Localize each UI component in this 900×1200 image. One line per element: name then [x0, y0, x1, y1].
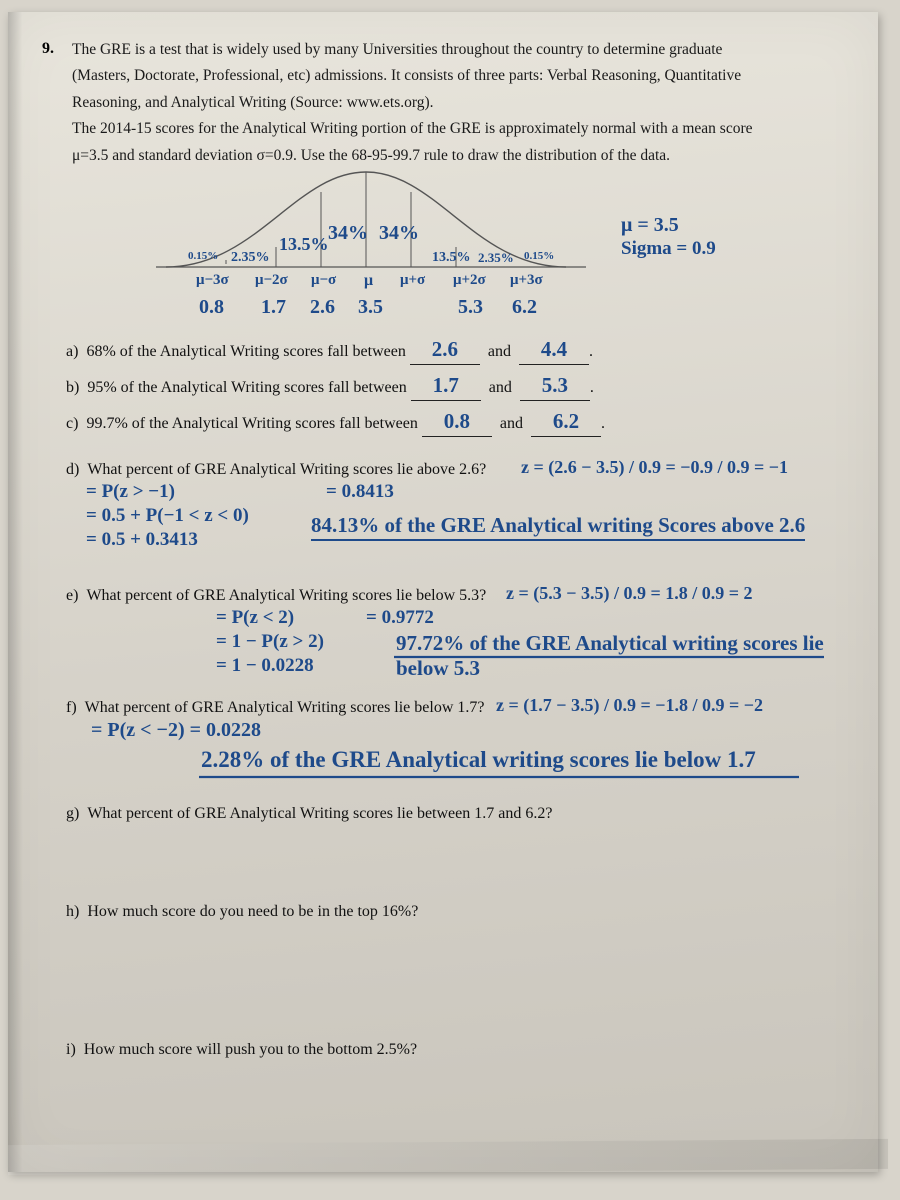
part-f-work: = P(z < −2) = 0.0228 — [91, 719, 261, 742]
sd-value: 6.2 — [512, 296, 537, 319]
normal-curve-diagram: 0.15% 2.35% 13.5% 34% 34% 13.5% 2.35% 0.… — [66, 172, 832, 327]
curve-pct: 34% — [379, 222, 419, 245]
curve-pct: 2.35% — [231, 250, 270, 266]
part-d-work: = 0.8413 — [326, 481, 394, 503]
part-c-text: 99.7% of the Analytical Writing scores f… — [86, 415, 417, 432]
part-d-answer: 84.13% of the GRE Analytical writing Sco… — [311, 513, 805, 541]
part-f-work: z = (1.7 − 3.5) / 0.9 = −1.8 / 0.9 = −2 — [496, 695, 763, 716]
part-c-blank-hi: 6.2 — [531, 411, 601, 437]
curve-pct: 34% — [328, 222, 368, 245]
part-d: d) What percent of GRE Analytical Writin… — [66, 461, 832, 581]
sigma-note: Sigma = 0.9 — [621, 238, 716, 260]
page-spine-shadow — [8, 12, 26, 1172]
part-a-blank-lo: 2.6 — [410, 339, 480, 365]
intro-line: Reasoning, and Analytical Writing (Sourc… — [72, 93, 832, 113]
part-f-answer: 2.28% of the GRE Analytical writing scor… — [201, 747, 756, 773]
part-d-work: z = (2.6 − 3.5) / 0.9 = −0.9 / 0.9 = −1 — [521, 457, 788, 478]
part-a: a) 68% of the Analytical Writing scores … — [66, 337, 832, 363]
sd-value: 0.8 — [199, 296, 224, 319]
part-e-work: = 1 − P(z > 2) — [216, 631, 324, 653]
sd-label: μ — [364, 272, 373, 290]
part-c-blank-lo: 0.8 — [422, 411, 492, 437]
part-a-text: 68% of the Analytical Writing scores fal… — [86, 343, 405, 360]
sd-label: μ−2σ — [255, 272, 288, 289]
part-d-work: = 0.5 + 0.3413 — [86, 529, 198, 551]
worksheet-page: 9. The GRE is a test that is widely used… — [8, 12, 878, 1172]
part-e-work: z = (5.3 − 3.5) / 0.9 = 1.8 / 0.9 = 2 — [506, 583, 753, 604]
sd-label: μ−3σ — [196, 272, 229, 289]
part-d-text: What percent of GRE Analytical Writing s… — [87, 461, 486, 478]
part-i-text: How much score will push you to the bott… — [84, 1041, 417, 1058]
part-e-work: = P(z < 2) — [216, 607, 294, 629]
intro-line: (Masters, Doctorate, Professional, etc) … — [72, 66, 832, 86]
part-b-text: 95% of the Analytical Writing scores fal… — [87, 379, 406, 396]
curve-pct: 13.5% — [279, 234, 329, 255]
part-e: e) What percent of GRE Analytical Writin… — [66, 587, 832, 697]
part-g: g) What percent of GRE Analytical Writin… — [66, 805, 832, 823]
curve-pct: 0.15% — [188, 250, 218, 262]
curve-pct: 13.5% — [432, 250, 471, 266]
part-b: b) 95% of the Analytical Writing scores … — [66, 373, 832, 399]
part-d-work: = P(z > −1) — [86, 481, 175, 503]
mu-note: μ = 3.5 — [621, 214, 679, 237]
part-d-work: = 0.5 + P(−1 < z < 0) — [86, 505, 249, 527]
question-number: 9. — [42, 40, 54, 58]
part-i: i) How much score will push you to the b… — [66, 1041, 832, 1059]
part-h-text: How much score do you need to be in the … — [87, 903, 418, 920]
underline-icon — [199, 775, 809, 781]
intro-line: The GRE is a test that is widely used by… — [72, 40, 832, 60]
part-a-blank-hi: 4.4 — [519, 339, 589, 365]
part-b-blank-hi: 5.3 — [520, 375, 590, 401]
part-f: f) What percent of GRE Analytical Writin… — [66, 699, 832, 799]
page-bottom-edge — [8, 1139, 888, 1175]
part-e-text: What percent of GRE Analytical Writing s… — [86, 587, 486, 604]
part-g-text: What percent of GRE Analytical Writing s… — [87, 805, 552, 822]
sd-label: μ+2σ — [453, 272, 486, 289]
sd-value: 5.3 — [458, 296, 483, 319]
part-h: h) How much score do you need to be in t… — [66, 903, 832, 921]
sd-value: 3.5 — [358, 296, 383, 319]
sd-label: μ+3σ — [510, 272, 543, 289]
sd-value: 1.7 — [261, 296, 286, 319]
sd-label: μ−σ — [311, 272, 336, 289]
sd-value: 2.6 — [310, 296, 335, 319]
part-e-work: = 0.9772 — [366, 607, 434, 629]
underline-icon — [394, 655, 834, 661]
curve-pct: 2.35% — [478, 250, 514, 266]
part-b-blank-lo: 1.7 — [411, 375, 481, 401]
sd-label: μ+σ — [400, 272, 425, 289]
curve-pct: 0.15% — [524, 250, 554, 262]
part-f-text: What percent of GRE Analytical Writing s… — [85, 699, 485, 716]
part-c: c) 99.7% of the Analytical Writing score… — [66, 409, 832, 435]
part-e-work: = 1 − 0.0228 — [216, 655, 314, 677]
intro-line: The 2014-15 scores for the Analytical Wr… — [72, 119, 832, 139]
